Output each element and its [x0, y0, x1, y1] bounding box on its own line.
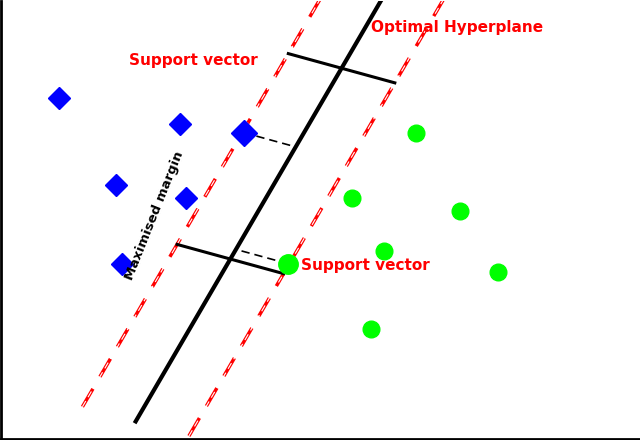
Text: Support vector: Support vector: [301, 258, 429, 273]
Text: Maximised margin: Maximised margin: [123, 150, 186, 282]
Text: Support vector: Support vector: [129, 53, 257, 68]
Text: Optimal Hyperplane: Optimal Hyperplane: [371, 20, 543, 35]
